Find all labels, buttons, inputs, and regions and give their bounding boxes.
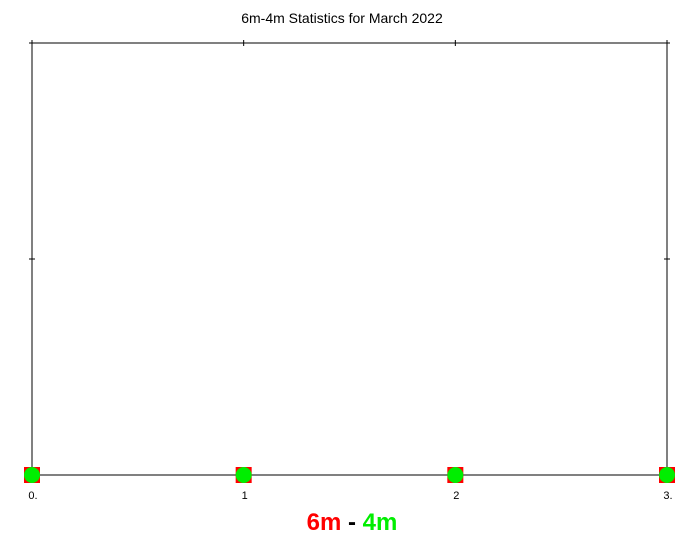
chart-title: 6m-4m Statistics for March 2022 [241,10,443,26]
x-tick-label: 0. [28,490,37,502]
x-tick-labels: 0. 1 2 3. [28,490,672,502]
legend: 6m - 4m [307,509,398,536]
data-markers [24,467,675,483]
plot-area [24,40,675,483]
point-4m [24,467,40,483]
tick-marks [29,40,670,478]
point-4m [235,467,252,483]
legend-series-4m: 4m [363,509,398,536]
x-tick-label: 1 [242,490,248,502]
x-tick-label: 2 [453,490,459,502]
x-tick-label: 3. [663,490,672,502]
legend-separator: - [341,509,362,536]
legend-series-6m: 6m [307,509,342,536]
point-4m [659,467,675,483]
plot-frame [31,42,668,476]
point-4m [447,467,464,483]
